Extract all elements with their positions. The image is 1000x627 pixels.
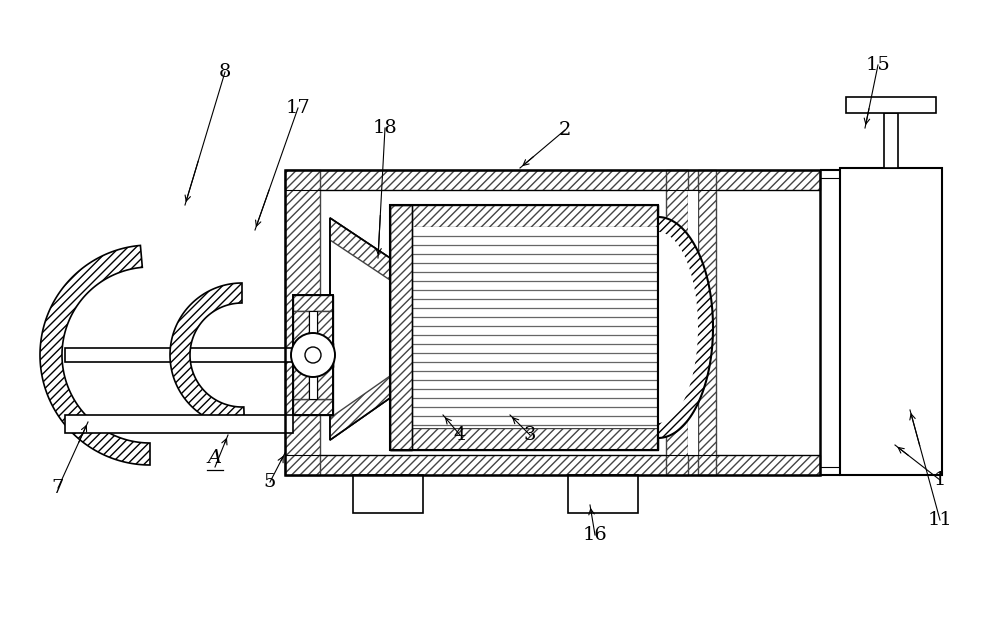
Bar <box>390 205 412 450</box>
Bar <box>317 311 333 399</box>
Text: 7: 7 <box>52 479 64 497</box>
Polygon shape <box>330 218 390 440</box>
Bar <box>698 170 716 475</box>
Circle shape <box>305 347 321 363</box>
Bar <box>390 428 658 450</box>
Bar <box>390 205 658 227</box>
Circle shape <box>291 333 335 377</box>
Polygon shape <box>658 205 713 450</box>
Text: 4: 4 <box>454 426 466 444</box>
Text: 18: 18 <box>373 119 397 137</box>
Bar <box>285 170 320 475</box>
Bar <box>293 295 333 415</box>
Bar <box>884 113 898 168</box>
Polygon shape <box>330 376 390 440</box>
Text: 1: 1 <box>934 471 946 489</box>
Text: 2: 2 <box>559 121 571 139</box>
Text: A: A <box>208 449 222 467</box>
Polygon shape <box>40 245 150 465</box>
Bar <box>293 295 333 311</box>
Bar <box>330 343 333 355</box>
Bar <box>840 168 942 475</box>
Bar <box>390 227 658 428</box>
Text: 5: 5 <box>264 473 276 491</box>
Bar <box>330 343 333 367</box>
Bar <box>285 170 820 190</box>
Text: 8: 8 <box>219 63 231 81</box>
Bar <box>666 170 688 475</box>
Bar <box>285 170 820 475</box>
Bar <box>293 399 333 415</box>
Text: 16: 16 <box>583 526 607 544</box>
Bar <box>688 190 698 455</box>
Text: 15: 15 <box>866 56 890 74</box>
Polygon shape <box>170 283 245 427</box>
Bar <box>390 205 658 450</box>
Text: 3: 3 <box>524 426 536 444</box>
Polygon shape <box>330 218 390 280</box>
Text: 17: 17 <box>286 99 310 117</box>
Bar <box>390 205 412 450</box>
Bar <box>330 355 333 367</box>
Bar <box>309 311 317 399</box>
Polygon shape <box>658 232 698 423</box>
Bar <box>568 475 638 513</box>
Bar <box>846 97 936 113</box>
Bar <box>65 415 293 433</box>
Text: 11: 11 <box>928 511 952 529</box>
Bar <box>285 455 820 475</box>
Bar <box>293 311 309 399</box>
Bar <box>353 475 423 513</box>
Bar <box>65 348 294 362</box>
